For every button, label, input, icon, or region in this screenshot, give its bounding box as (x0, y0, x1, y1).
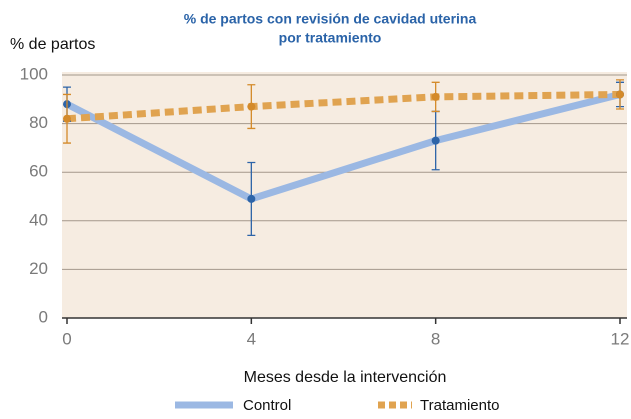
point (247, 102, 256, 111)
series-line (66, 90, 621, 123)
x-tick-label: 4 (247, 329, 256, 348)
x-axis-label: Meses desde la intervención (244, 369, 447, 386)
chart-title: % de partos con revisión de cavidad uter… (184, 11, 477, 27)
legend-label: Control (243, 397, 291, 414)
x-tick-label: 12 (611, 329, 630, 348)
y-tick-label: 60 (29, 162, 48, 181)
chart-title: por tratamiento (279, 30, 382, 46)
y-tick-label: 20 (29, 259, 48, 278)
y-tick-label: 80 (29, 113, 48, 132)
x-tick-label: 0 (62, 329, 71, 348)
series-line (65, 91, 621, 203)
point (63, 114, 71, 123)
point (431, 92, 440, 101)
point (616, 90, 624, 99)
legend-label: Tratamiento (420, 397, 499, 414)
y-tick-label: 40 (29, 210, 48, 229)
point (431, 136, 440, 145)
y-tick-label: 0 (39, 307, 48, 326)
plot-background (62, 72, 627, 318)
x-tick-label: 8 (431, 329, 440, 348)
point (247, 194, 256, 203)
y-tick-label: 100 (20, 64, 48, 83)
y-axis-label: % de partos (10, 36, 95, 53)
